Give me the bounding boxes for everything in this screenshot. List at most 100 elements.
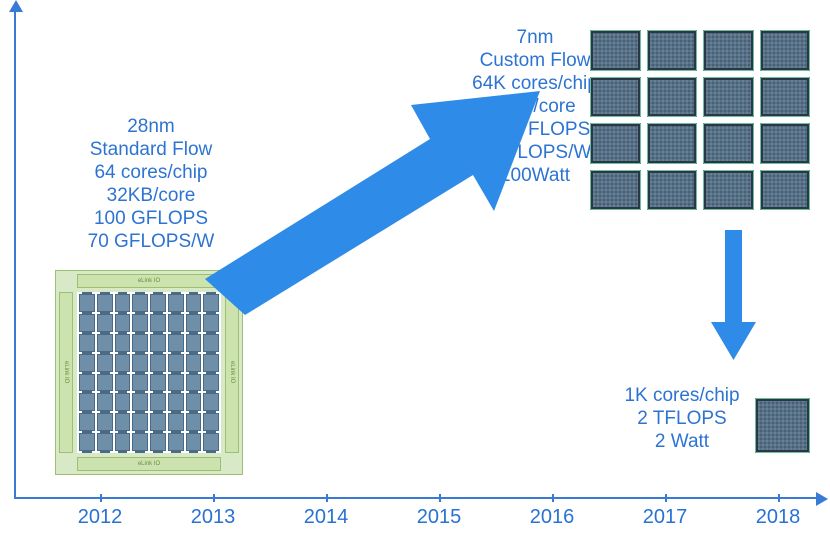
y-axis-arrowhead xyxy=(9,0,23,12)
core-cell xyxy=(115,334,131,352)
roadmap-diagram: 2012 2013 2014 2015 2016 2017 2018 28nmStandar… xyxy=(0,0,830,554)
core-cell xyxy=(150,374,166,392)
year-label-2014: 2014 xyxy=(304,506,349,529)
core-cell xyxy=(115,393,131,411)
chip-core-grid xyxy=(77,292,221,453)
core-cell xyxy=(203,433,219,451)
core-cell xyxy=(168,374,184,392)
core-cell xyxy=(132,314,148,332)
spec-line: 28nm xyxy=(66,115,236,138)
year-label-2017: 2017 xyxy=(643,506,688,529)
core-cell xyxy=(186,294,202,312)
core-cell xyxy=(203,314,219,332)
core-cell xyxy=(203,374,219,392)
core-cell xyxy=(132,374,148,392)
core-cell xyxy=(203,393,219,411)
core-cell xyxy=(168,314,184,332)
core-cell xyxy=(203,354,219,372)
chip-edge-bottom: eLink IO xyxy=(77,457,221,471)
die xyxy=(760,30,811,71)
core-cell xyxy=(79,374,95,392)
year-label-2018: 2018 xyxy=(756,506,801,529)
tick-2017 xyxy=(665,494,667,502)
chip-7nm-illustration xyxy=(590,30,810,210)
die xyxy=(703,30,754,71)
chip-edge-right: eLink IO xyxy=(225,292,239,453)
core-cell xyxy=(168,354,184,372)
year-label-2013: 2013 xyxy=(191,506,236,529)
die xyxy=(647,123,698,164)
die xyxy=(590,123,641,164)
core-cell xyxy=(97,374,113,392)
year-label-2015: 2015 xyxy=(417,506,462,529)
down-arrow xyxy=(711,230,756,360)
x-axis-arrowhead xyxy=(816,492,828,506)
core-cell xyxy=(186,393,202,411)
core-cell xyxy=(168,413,184,431)
core-cell xyxy=(97,393,113,411)
core-cell xyxy=(97,314,113,332)
die xyxy=(590,30,641,71)
chip-edge-left: eLink IO xyxy=(59,292,73,453)
core-cell xyxy=(115,314,131,332)
spec-line: 1MB/core xyxy=(460,95,610,118)
down-arrow-shape xyxy=(711,230,756,360)
core-cell xyxy=(186,314,202,332)
tick-2018 xyxy=(778,494,780,502)
core-cell xyxy=(150,413,166,431)
tick-2013 xyxy=(213,494,215,502)
node-1k-specs: 1K cores/chip2 TFLOPS2 Watt xyxy=(613,384,751,453)
core-cell xyxy=(132,354,148,372)
core-cell xyxy=(203,334,219,352)
core-cell xyxy=(203,413,219,431)
core-cell xyxy=(132,334,148,352)
die xyxy=(703,123,754,164)
die xyxy=(760,77,811,118)
core-cell xyxy=(168,393,184,411)
chip-1k-illustration xyxy=(755,398,810,453)
spec-line: 32KB/core xyxy=(66,184,236,207)
die xyxy=(703,170,754,211)
core-cell xyxy=(150,294,166,312)
core-cell xyxy=(132,294,148,312)
core-cell xyxy=(115,374,131,392)
core-cell xyxy=(186,354,202,372)
core-cell xyxy=(150,314,166,332)
spec-line: 64K cores/chip xyxy=(460,72,610,95)
tick-2015 xyxy=(439,494,441,502)
core-cell xyxy=(186,334,202,352)
core-cell xyxy=(203,294,219,312)
core-cell xyxy=(186,413,202,431)
tick-2014 xyxy=(326,494,328,502)
spec-line: 70 GFLOPS/W xyxy=(66,230,236,253)
tick-2016 xyxy=(552,494,554,502)
die xyxy=(703,77,754,118)
spec-line: 100 TFLOPS xyxy=(460,118,610,141)
core-cell xyxy=(115,413,131,431)
die xyxy=(760,170,811,211)
core-cell xyxy=(168,433,184,451)
core-cell xyxy=(132,433,148,451)
core-cell xyxy=(79,334,95,352)
core-cell xyxy=(97,294,113,312)
core-cell xyxy=(79,393,95,411)
core-cell xyxy=(132,413,148,431)
tick-2012 xyxy=(100,494,102,502)
spec-line: 2 TFLOPS xyxy=(613,407,751,430)
y-axis xyxy=(14,8,16,498)
chip-edge-top: eLink IO xyxy=(77,274,221,288)
x-axis xyxy=(14,497,822,499)
core-cell xyxy=(132,393,148,411)
node-7nm-specs: 7nmCustom Flow64K cores/chip1MB/core100 … xyxy=(460,26,610,187)
spec-line: 1K cores/chip xyxy=(613,384,751,407)
spec-line: 100Watt xyxy=(460,164,610,187)
year-label-2016: 2016 xyxy=(530,506,575,529)
core-cell xyxy=(79,433,95,451)
year-label-2012: 2012 xyxy=(78,506,123,529)
core-cell xyxy=(150,433,166,451)
spec-line: Custom Flow xyxy=(460,49,610,72)
die-small xyxy=(755,398,810,453)
node-28nm-specs: 28nmStandard Flow64 cores/chip32KB/core1… xyxy=(66,115,236,253)
spec-line: 7nm xyxy=(460,26,610,49)
core-cell xyxy=(97,433,113,451)
